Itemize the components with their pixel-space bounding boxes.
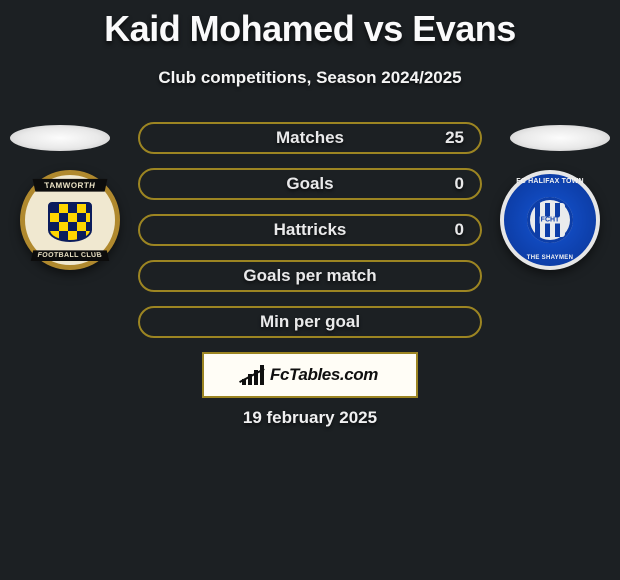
tamworth-shield-icon xyxy=(48,202,92,242)
club-badge-right: FC HALIFAX TOWN THE SHAYMEN xyxy=(500,170,600,270)
fctables-link[interactable]: FcTables.com xyxy=(202,352,418,398)
stat-row-goals-per-match: Goals per match xyxy=(138,260,482,292)
club-badge-left: TAMWORTH FOOTBALL CLUB xyxy=(20,170,120,270)
stat-right-value: 25 xyxy=(408,128,464,148)
club-name-left: TAMWORTH xyxy=(33,179,108,192)
halifax-stripes-icon xyxy=(535,203,565,237)
club-sub-right: THE SHAYMEN xyxy=(504,255,596,261)
player-photo-right xyxy=(510,125,610,151)
stat-label: Hattricks xyxy=(274,220,347,240)
stats-container: Matches 25 Goals 0 Hattricks 0 Goals per… xyxy=(138,122,482,338)
stat-row-goals: Goals 0 xyxy=(138,168,482,200)
stat-row-matches: Matches 25 xyxy=(138,122,482,154)
tamworth-crest: TAMWORTH FOOTBALL CLUB xyxy=(20,170,120,270)
comparison-title: Kaid Mohamed vs Evans xyxy=(0,0,620,50)
stat-row-hattricks: Hattricks 0 xyxy=(138,214,482,246)
stat-label: Matches xyxy=(276,128,344,148)
halifax-inner-icon xyxy=(527,197,573,243)
fctables-label: FcTables.com xyxy=(270,365,378,385)
stat-row-min-per-goal: Min per goal xyxy=(138,306,482,338)
player-photo-left xyxy=(10,125,110,151)
club-sub-left: FOOTBALL CLUB xyxy=(31,250,109,261)
stat-label: Goals xyxy=(286,174,333,194)
stat-right-value: 0 xyxy=(408,220,464,240)
stat-label: Min per goal xyxy=(260,312,360,332)
halifax-crest: FC HALIFAX TOWN THE SHAYMEN xyxy=(500,170,600,270)
club-name-right: FC HALIFAX TOWN xyxy=(504,178,596,185)
bar-chart-icon xyxy=(242,365,264,385)
comparison-subtitle: Club competitions, Season 2024/2025 xyxy=(0,68,620,88)
comparison-date: 19 february 2025 xyxy=(0,408,620,428)
stat-label: Goals per match xyxy=(243,266,376,286)
stat-right-value: 0 xyxy=(408,174,464,194)
